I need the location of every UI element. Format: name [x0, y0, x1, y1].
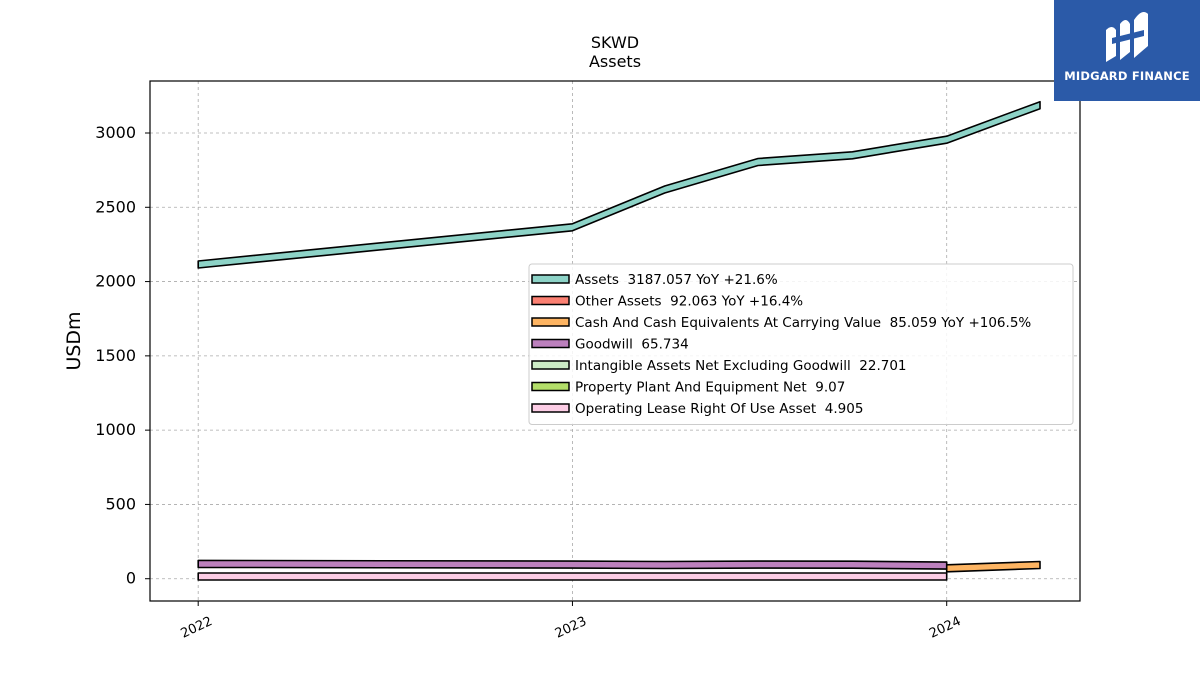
- plot-frame: [149, 80, 1081, 602]
- legend-swatch: [531, 295, 570, 306]
- y-axis-label: USDm: [63, 311, 85, 370]
- legend-entry: Assets 3187.057 YoY +21.6%: [575, 272, 778, 288]
- legend-swatch: [531, 338, 570, 349]
- legend-entry: Operating Lease Right Of Use Asset 4.905: [575, 401, 863, 417]
- legend-entry: Goodwill 65.734: [575, 337, 689, 353]
- legend-swatch: [531, 381, 570, 392]
- legend-entry: Other Assets 92.063 YoY +16.4%: [575, 294, 803, 310]
- y-tick-label: 3000: [95, 123, 136, 142]
- legend-swatch: [531, 317, 570, 327]
- y-tick-label: 500: [105, 494, 136, 513]
- legend[interactable]: Assets 3187.057 YoY +21.6% Other Assets 9…: [528, 263, 1074, 425]
- chart-title: SKWD: [590, 33, 640, 52]
- y-tick-label: 2500: [95, 197, 136, 216]
- legend-frame: [528, 263, 1074, 425]
- series-band: [945, 560, 1041, 573]
- y-tick-label: 0: [126, 569, 136, 588]
- legend-swatch: [531, 360, 570, 370]
- legend-entry: Cash And Cash Equivalents At Carrying Va…: [575, 315, 1031, 331]
- y-tick-label: 1500: [95, 346, 136, 365]
- x-tick-label: 2022: [179, 614, 215, 642]
- legend-swatch: [531, 403, 570, 413]
- legend-swatch: [531, 274, 570, 284]
- brand-name: MIDGARD FINANCE: [1064, 69, 1190, 83]
- series-band: [197, 559, 948, 570]
- plot-area: [197, 100, 1041, 581]
- series-band: [197, 100, 1041, 269]
- x-tick-label: 2024: [927, 614, 963, 642]
- series-band: [197, 572, 948, 581]
- x-tick-label: 2023: [553, 614, 589, 642]
- y-tick-label: 1000: [95, 420, 136, 439]
- legend-entry: Property Plant And Equipment Net 9.07: [575, 380, 845, 396]
- brand-logo[interactable]: MIDGARD FINANCE: [1054, 0, 1200, 101]
- chart-subtitle: Assets: [588, 52, 642, 71]
- legend-entry: Intangible Assets Net Excluding Goodwill…: [575, 358, 907, 374]
- midgard-logo-icon: [1106, 12, 1148, 62]
- y-tick-label: 2000: [95, 272, 136, 291]
